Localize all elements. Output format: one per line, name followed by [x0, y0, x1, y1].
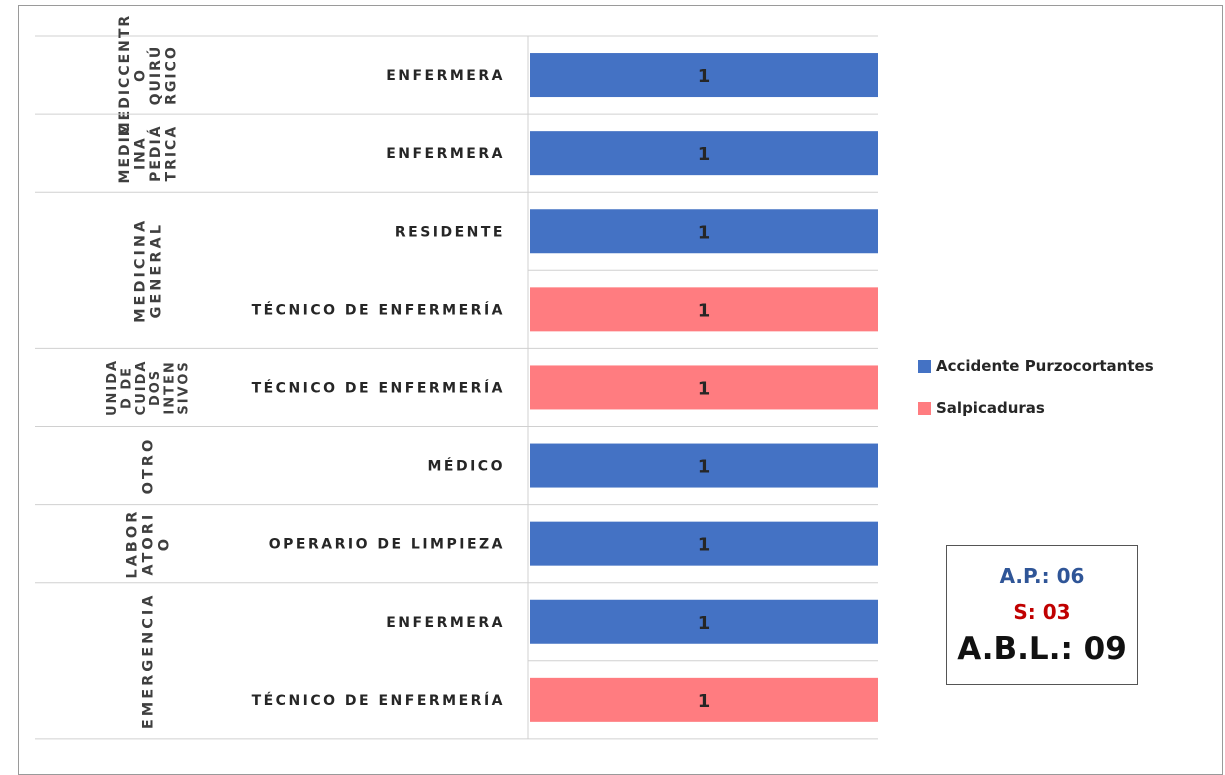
- bar: [530, 599, 878, 644]
- legend-swatch-salpicaduras: [918, 401, 931, 415]
- summary-abl: A.B.L.: 09: [957, 631, 1127, 667]
- legend-label-accidente: Accidente Purzocortantes: [936, 357, 1154, 375]
- bar: [530, 53, 878, 98]
- category-label-1: MEDICINAPEDIÁTRICA: [117, 123, 179, 184]
- legend-item-salpicaduras: Salpicaduras: [918, 397, 1154, 419]
- summary-ap: A.P.: 06: [999, 564, 1085, 588]
- row-label: ENFERMERA: [386, 68, 505, 84]
- legend-swatch-accidente: [918, 359, 931, 373]
- data-label: 1: [698, 691, 711, 712]
- summary-box: A.P.: 06 S: 03 A.B.L.: 09: [946, 545, 1138, 685]
- row-label: TÉCNICO DE ENFERMERÍA: [252, 692, 505, 709]
- legend-label-salpicaduras: Salpicaduras: [936, 399, 1045, 417]
- row-label: OPERARIO DE LIMPIEZA: [269, 537, 505, 553]
- category-label-6: EMERGENCIA: [141, 592, 157, 729]
- legend: Accidente Purzocortantes Salpicaduras: [918, 355, 1154, 439]
- row-label: TÉCNICO DE ENFERMERÍA: [252, 301, 505, 318]
- row-label: MÉDICO: [427, 458, 505, 475]
- row-label: RESIDENTE: [395, 224, 505, 240]
- bar: [530, 287, 878, 332]
- data-label: 1: [698, 144, 711, 165]
- data-label: 1: [698, 222, 711, 243]
- category-label-4: OTRO: [141, 437, 157, 495]
- data-label: 1: [698, 535, 711, 556]
- data-label: 1: [698, 613, 711, 634]
- bar: [530, 209, 878, 254]
- legend-item-accidente: Accidente Purzocortantes: [918, 355, 1154, 377]
- data-label: 1: [698, 66, 711, 87]
- data-label: 1: [698, 378, 711, 399]
- data-label: 1: [698, 300, 711, 321]
- category-label-3: UNIDAD DECUIDADOSINTENSIVOS: [105, 359, 192, 416]
- bar: [530, 443, 878, 488]
- bar: [530, 365, 878, 410]
- category-label-5: LABORATORIO: [125, 509, 173, 579]
- category-label-0: MEDICCENTROQUIRÚRGICO: [117, 14, 179, 136]
- summary-s: S: 03: [1013, 600, 1071, 624]
- row-label: ENFERMERA: [386, 146, 505, 162]
- row-label: TÉCNICO DE ENFERMERÍA: [252, 379, 505, 396]
- bar: [530, 521, 878, 566]
- bar: [530, 131, 878, 176]
- bar: [530, 677, 878, 722]
- category-label-2: MEDICINAGENERAL: [133, 218, 165, 323]
- row-label: ENFERMERA: [386, 615, 505, 631]
- data-label: 1: [698, 457, 711, 478]
